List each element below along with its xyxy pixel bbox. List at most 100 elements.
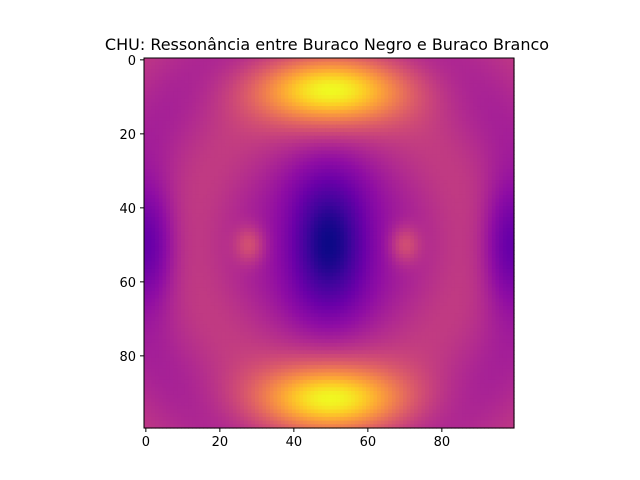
heatmap-cell	[462, 102, 467, 107]
heatmap-cell	[240, 135, 245, 140]
heatmap-cell	[425, 132, 430, 137]
heatmap-cell	[410, 65, 415, 70]
heatmap-cell	[502, 235, 508, 240]
heatmap-cell	[403, 161, 408, 166]
heatmap-cell	[199, 239, 204, 244]
heatmap-cell	[391, 161, 397, 166]
heatmap-cell	[195, 113, 201, 118]
heatmap-cell	[284, 165, 289, 170]
heatmap-cell	[440, 102, 445, 107]
heatmap-cell	[362, 128, 367, 133]
heatmap-cell	[173, 213, 178, 218]
heatmap-cell	[199, 135, 204, 140]
heatmap-cell	[502, 165, 508, 170]
heatmap-cell	[269, 113, 275, 118]
heatmap-cell	[432, 128, 437, 133]
heatmap-cell	[406, 98, 411, 103]
heatmap-cell	[447, 231, 452, 237]
heatmap-cell	[229, 194, 234, 200]
heatmap-cell	[480, 72, 485, 78]
heatmap-cell	[347, 95, 352, 100]
heatmap-cell	[321, 228, 326, 233]
heatmap-cell	[255, 87, 260, 92]
heatmap-cell	[421, 228, 426, 233]
heatmap-cell	[184, 194, 189, 200]
heatmap-cell	[502, 217, 508, 222]
heatmap-cell	[225, 220, 230, 226]
heatmap-cell	[436, 239, 441, 244]
heatmap-cell	[451, 194, 456, 200]
heatmap-cell	[147, 231, 152, 237]
heatmap-cell	[399, 176, 404, 181]
heatmap-cell	[443, 209, 448, 214]
heatmap-cell	[166, 198, 171, 203]
heatmap-cell	[169, 132, 175, 137]
heatmap-cell	[229, 143, 234, 148]
heatmap-cell	[288, 135, 293, 140]
heatmap-cell	[473, 235, 478, 240]
heatmap-cell	[332, 139, 337, 144]
heatmap-cell	[184, 109, 189, 115]
heatmap-cell	[314, 80, 319, 85]
heatmap-cell	[473, 154, 478, 159]
heatmap-cell	[288, 209, 293, 214]
heatmap-cell	[303, 231, 308, 237]
heatmap-cell	[332, 87, 337, 92]
heatmap-cell	[317, 65, 323, 70]
heatmap-cell	[362, 154, 367, 159]
heatmap-cell	[210, 220, 215, 226]
heatmap-cell	[303, 61, 308, 66]
heatmap-cell	[214, 235, 219, 240]
heatmap-cell	[240, 206, 245, 211]
heatmap-cell	[306, 69, 312, 74]
heatmap-cell	[303, 169, 308, 174]
heatmap-cell	[384, 217, 389, 222]
heatmap-cell	[488, 187, 493, 192]
heatmap-cell	[206, 109, 212, 115]
heatmap-cell	[406, 146, 411, 152]
heatmap-cell	[214, 228, 219, 233]
heatmap-cell	[218, 58, 223, 63]
heatmap-cell	[369, 235, 374, 240]
heatmap-cell	[329, 72, 334, 78]
heatmap-cell	[462, 65, 467, 70]
heatmap-cell	[373, 206, 378, 211]
heatmap-cell	[336, 98, 341, 103]
heatmap-cell	[506, 224, 511, 229]
heatmap-cell	[491, 65, 497, 70]
heatmap-cell	[240, 157, 245, 163]
heatmap-cell	[225, 154, 230, 159]
heatmap-cell	[317, 113, 323, 118]
heatmap-cell	[432, 198, 437, 203]
heatmap-cell	[162, 172, 167, 177]
heatmap-cell	[314, 146, 319, 152]
heatmap-cell	[491, 139, 497, 144]
heatmap-cell	[243, 106, 249, 111]
heatmap-cell	[284, 83, 289, 89]
heatmap-cell	[273, 176, 278, 181]
heatmap-cell	[273, 109, 278, 115]
heatmap-cell	[395, 231, 400, 237]
heatmap-cell	[502, 58, 508, 63]
heatmap-cell	[484, 213, 489, 218]
heatmap-cell	[477, 91, 482, 96]
heatmap-cell	[417, 72, 423, 78]
heatmap-cell	[280, 235, 286, 240]
heatmap-cell	[210, 146, 215, 152]
heatmap-cell	[206, 58, 212, 63]
heatmap-cell	[232, 143, 238, 148]
heatmap-cell	[147, 65, 152, 70]
heatmap-cell	[280, 172, 286, 177]
heatmap-cell	[506, 183, 511, 189]
heatmap-cell	[229, 198, 234, 203]
heatmap-cell	[473, 69, 478, 74]
heatmap-cell	[332, 239, 337, 244]
heatmap-cell	[336, 76, 341, 81]
heatmap-cell	[317, 72, 323, 78]
heatmap-cell	[462, 120, 467, 126]
heatmap-cell	[306, 87, 312, 92]
heatmap-cell	[292, 132, 297, 137]
heatmap-cell	[317, 183, 323, 189]
heatmap-cell	[469, 180, 474, 185]
heatmap-cell	[410, 169, 415, 174]
